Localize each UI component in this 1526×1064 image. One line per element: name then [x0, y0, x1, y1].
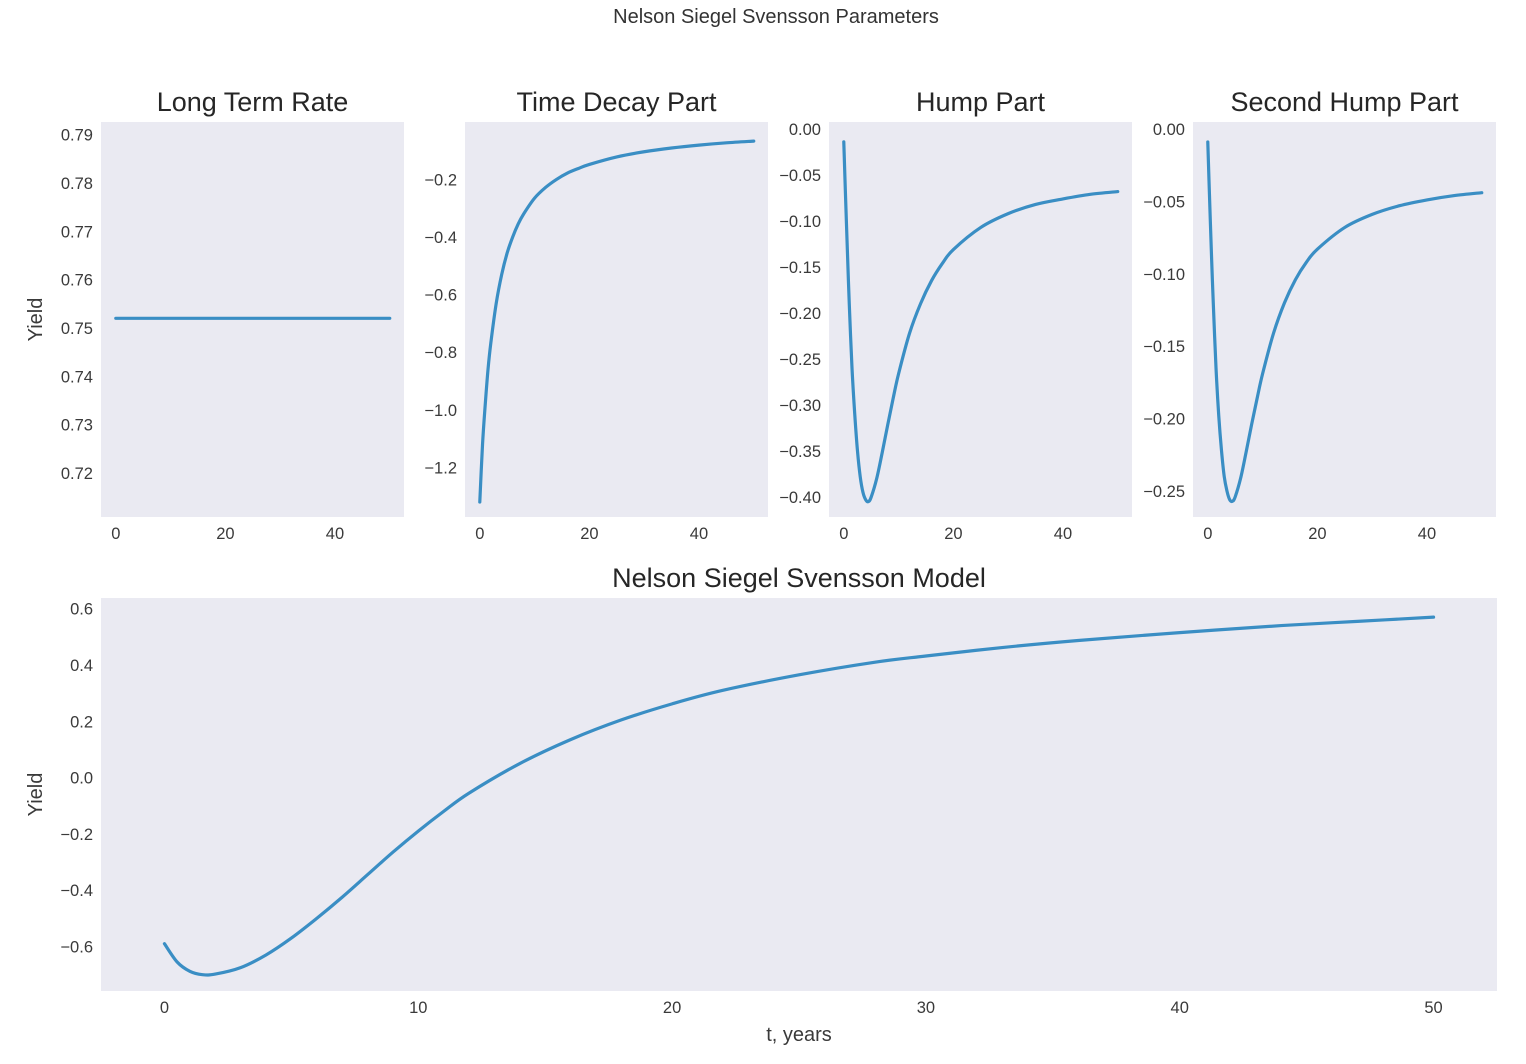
x-tick-label: 0: [111, 525, 120, 543]
figure-suptitle: Nelson Siegel Svensson Parameters: [613, 6, 939, 28]
y-tick-label: −0.30: [779, 397, 821, 415]
x-tick-label: 40: [1054, 525, 1072, 543]
time-decay-part-title: Time Decay Part: [516, 87, 717, 117]
second-hump-part-line-series: [1206, 140, 1484, 504]
time-decay-part-line-series: [478, 139, 756, 504]
y-tick-label: −0.4: [60, 882, 93, 900]
x-tick-label: 40: [326, 525, 344, 543]
x-tick-label: 0: [475, 525, 484, 543]
x-tick-label: 20: [216, 525, 234, 543]
nelson-siegel-svensson-model-line-series: [162, 615, 1436, 977]
y-tick-label: 0.75: [61, 320, 93, 338]
y-tick-label: 0.72: [61, 465, 93, 483]
y-tick-label: −1.0: [424, 402, 457, 420]
hump-part-line-series: [842, 140, 1120, 504]
y-tick-label: −0.25: [1143, 483, 1185, 501]
x-tick-label: 10: [409, 999, 427, 1017]
subplot-time-decay-part: Time Decay Part 0 20 40 −1.2 −1.0 −0.8 −0.6 −0.4…: [424, 87, 768, 543]
x-tick-label: 20: [1308, 525, 1326, 543]
hump-part-plot-area: [829, 122, 1132, 517]
y-tick-label: −0.40: [779, 489, 821, 507]
second-hump-part-plot-area: [1193, 122, 1496, 517]
y-tick-label: 0.77: [61, 223, 93, 241]
y-tick-label: 0.79: [61, 127, 93, 145]
nelson-siegel-svensson-model-y-axis-label: Yield: [25, 773, 47, 817]
x-tick-label: 0: [839, 525, 848, 543]
y-tick-label: −0.10: [1143, 266, 1185, 284]
time-decay-part-plot-area: [465, 122, 768, 517]
y-tick-label: −0.20: [779, 305, 821, 323]
y-tick-label: 0.78: [61, 175, 93, 193]
y-tick-label: 0.76: [61, 272, 93, 290]
subplot-nss-model: Nelson Siegel Svensson Model 0 10 20 30 40 50 −…: [25, 563, 1497, 1046]
y-tick-label: 0.00: [1153, 121, 1185, 139]
x-tick-label: 0: [160, 999, 169, 1017]
y-tick-label: −0.05: [1143, 193, 1185, 211]
nelson-siegel-svensson-model-title: Nelson Siegel Svensson Model: [612, 563, 986, 593]
y-tick-label: −0.6: [60, 939, 93, 957]
y-tick-label: −0.2: [424, 171, 457, 189]
x-tick-label: 20: [944, 525, 962, 543]
x-tick-label: 40: [690, 525, 708, 543]
long-term-rate-y-axis-label: Yield: [25, 298, 47, 342]
nelson-siegel-svensson-model-plot-area: [101, 598, 1497, 991]
y-tick-label: −0.10: [779, 213, 821, 231]
x-tick-label: 40: [1418, 525, 1436, 543]
x-tick-label: 20: [580, 525, 598, 543]
y-tick-label: −0.15: [779, 259, 821, 277]
y-tick-label: 0.73: [61, 417, 93, 435]
y-tick-label: −0.25: [779, 351, 821, 369]
y-tick-label: −0.15: [1143, 338, 1185, 356]
y-tick-label: −0.6: [424, 287, 457, 305]
y-tick-label: 0.74: [61, 368, 93, 386]
y-tick-label: −0.2: [60, 826, 93, 844]
y-tick-label: 0.0: [70, 770, 93, 788]
x-tick-label: 50: [1424, 999, 1442, 1017]
x-tick-label: 20: [663, 999, 681, 1017]
x-tick-label: 40: [1171, 999, 1189, 1017]
y-tick-label: 0.6: [70, 601, 93, 619]
y-tick-label: 0.2: [70, 713, 93, 731]
y-tick-label: −0.20: [1143, 411, 1185, 429]
x-tick-label: 30: [917, 999, 935, 1017]
y-tick-label: −0.8: [424, 344, 457, 362]
y-tick-label: −0.35: [779, 443, 821, 461]
subplot-hump-part: Hump Part 0 20 40 −0.40 −0.35 −0.30 −0.25 −0.20 −…: [779, 87, 1132, 543]
y-tick-label: −0.4: [424, 229, 457, 247]
subplot-long-term-rate: Long Term Rate 0 20 40 0.72 0.73 0.74 0.75 0.76 0…: [25, 87, 404, 543]
nelson-siegel-svensson-model-x-axis-label: t, years: [766, 1024, 832, 1046]
y-tick-label: −0.05: [779, 167, 821, 185]
y-tick-label: 0.00: [789, 121, 821, 139]
y-tick-label: −1.2: [424, 459, 457, 477]
second-hump-part-title: Second Hump Part: [1230, 87, 1459, 117]
hump-part-title: Hump Part: [916, 87, 1046, 117]
y-tick-label: 0.4: [70, 657, 93, 675]
subplot-second-hump-part: Second Hump Part 0 20 40 −0.25 −0.20 −0.15 −0.1…: [1143, 87, 1496, 543]
long-term-rate-title: Long Term Rate: [157, 87, 349, 117]
x-tick-label: 0: [1203, 525, 1212, 543]
